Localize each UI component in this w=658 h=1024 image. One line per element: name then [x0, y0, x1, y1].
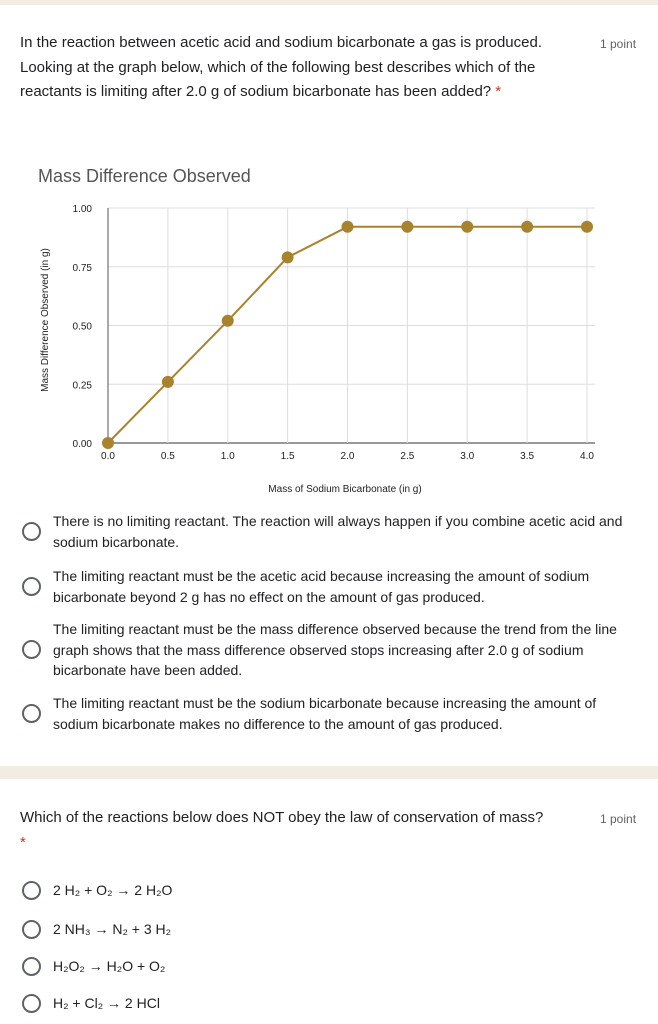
q2-option-1[interactable]: 2 H₂ + O₂ → 2 H₂O — [22, 880, 632, 901]
data-point — [221, 314, 234, 327]
x-tick-label: 1.5 — [281, 451, 295, 462]
data-point — [102, 437, 114, 449]
x-tick-label: 2.0 — [341, 451, 355, 462]
q2-option-2[interactable]: 2 NH₃ → N₂ + 3 H₂ — [22, 919, 632, 940]
question-2-points: 1 point — [600, 812, 637, 826]
chart-title: Mass Difference Observed — [38, 166, 251, 186]
q2-option-4[interactable]: H₂ + Cl₂ → 2 HCl — [22, 993, 632, 1014]
question-2: Which of the reactions below does NOT ob… — [20, 806, 550, 855]
data-point — [341, 220, 354, 233]
line-chart: 0.00 0.25 0.50 0.75 1.00 0.0 0.5 1.0 1.5 2.0 2.5 3.… — [40, 204, 595, 495]
q1-option-1[interactable]: There is no limiting reactant. The react… — [22, 511, 632, 552]
option-label: The limiting reactant must be the mass d… — [53, 621, 617, 678]
data-point — [461, 220, 474, 233]
y-axis-label: Mass Difference Observed (in g) — [40, 248, 51, 392]
top-band — [0, 0, 658, 5]
q2-option-3[interactable]: H₂O₂ → H₂O + O₂ — [22, 956, 632, 977]
y-tick-label: 0.50 — [73, 322, 93, 333]
required-marker: * — [20, 833, 26, 851]
y-tick-label: 0.00 — [73, 439, 93, 450]
q1-option-3[interactable]: The limiting reactant must be the mass d… — [22, 619, 632, 681]
x-tick-label: 3.0 — [460, 451, 474, 462]
radio-button[interactable] — [22, 640, 41, 660]
x-tick-label: 3.5 — [520, 451, 534, 462]
data-point — [581, 220, 593, 233]
x-tick-label: 2.5 — [400, 451, 414, 462]
radio-button[interactable] — [22, 880, 41, 900]
question-1-text: In the reaction between acetic acid and … — [20, 34, 542, 100]
option-label: H₂O₂ → H₂O + O₂ — [53, 958, 166, 974]
option-label: The limiting reactant must be the sodium… — [53, 695, 597, 732]
option-label: There is no limiting reactant. The react… — [53, 513, 623, 550]
option-label: 2 H₂ + O₂ → 2 H₂O — [53, 882, 173, 898]
y-tick-label: 1.00 — [73, 204, 93, 215]
data-point — [161, 375, 174, 388]
required-marker: * — [495, 83, 502, 100]
x-tick-label: 1.0 — [221, 451, 235, 462]
q1-option-2[interactable]: The limiting reactant must be the acetic… — [22, 566, 632, 607]
radio-button[interactable] — [22, 522, 41, 541]
data-point — [401, 220, 414, 233]
question-1: In the reaction between acetic acid and … — [20, 31, 550, 105]
x-tick-label: 0.5 — [161, 451, 175, 462]
q1-option-4[interactable]: The limiting reactant must be the sodium… — [22, 693, 632, 734]
data-point — [521, 220, 534, 233]
radio-button[interactable] — [22, 577, 41, 596]
x-tick-label: 0.0 — [101, 451, 115, 462]
option-label: 2 NH₃ → N₂ + 3 H₂ — [53, 921, 172, 937]
x-axis-label: Mass of Sodium Bicarbonate (in g) — [268, 484, 421, 495]
question-2-text: Which of the reactions below does NOT ob… — [20, 809, 544, 826]
radio-button[interactable] — [22, 704, 41, 723]
radio-button[interactable] — [22, 993, 41, 1013]
x-tick-label: 4.0 — [580, 451, 594, 462]
question-1-points: 1 point — [600, 37, 637, 51]
y-tick-label: 0.25 — [73, 380, 93, 391]
radio-button[interactable] — [22, 919, 41, 939]
option-label: H₂ + Cl₂ → 2 HCl — [53, 995, 160, 1011]
option-label: The limiting reactant must be the acetic… — [53, 568, 590, 605]
radio-button[interactable] — [22, 956, 41, 976]
data-point — [281, 251, 294, 264]
y-tick-label: 0.75 — [73, 263, 93, 274]
section-separator — [0, 766, 658, 779]
